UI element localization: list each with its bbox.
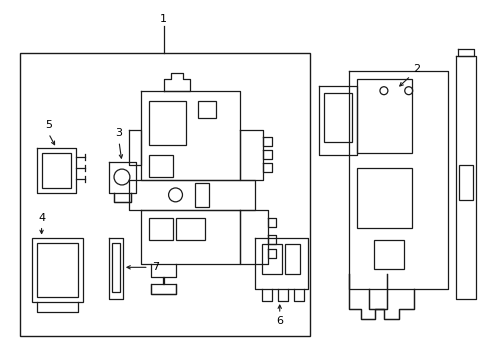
Bar [175, 218, 205, 239]
Text: 4: 4 [38, 213, 45, 223]
Bar [148, 155, 172, 177]
Bar [112, 243, 120, 292]
Bar [356, 79, 411, 153]
Bar [20, 53, 310, 336]
Bar [32, 238, 83, 302]
Bar [324, 93, 351, 142]
Bar [198, 100, 216, 118]
Bar [356, 168, 411, 228]
Bar [458, 165, 472, 200]
Bar [148, 100, 186, 145]
Text: 2: 2 [412, 64, 419, 74]
Text: 1: 1 [160, 14, 167, 24]
Bar [195, 183, 209, 207]
Bar [41, 153, 71, 188]
Bar [373, 239, 403, 269]
Text: 6: 6 [276, 316, 283, 326]
Text: 5: 5 [45, 121, 52, 130]
Bar [284, 244, 299, 274]
Bar [262, 244, 281, 274]
Text: 3: 3 [115, 129, 122, 138]
Text: 7: 7 [152, 262, 159, 272]
Bar [37, 243, 78, 297]
Bar [148, 218, 172, 239]
